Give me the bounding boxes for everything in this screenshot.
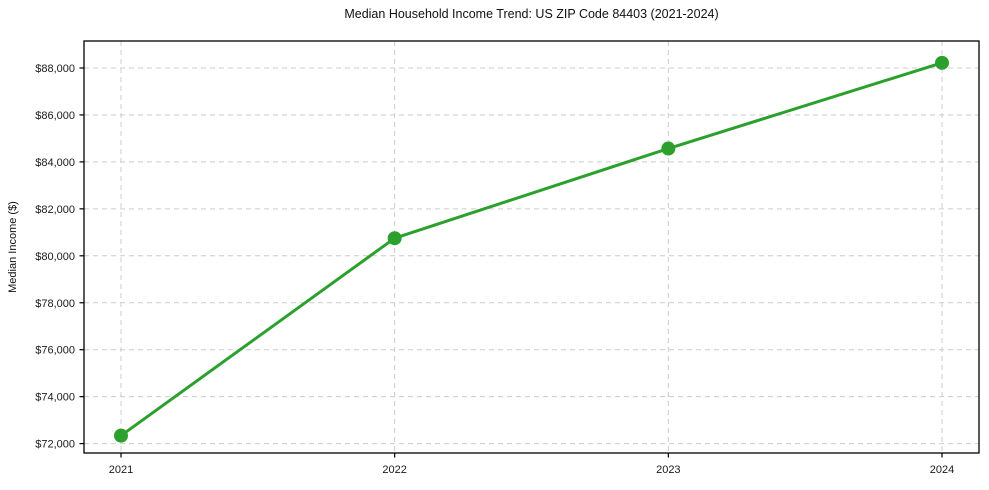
axes-box — [83, 40, 980, 454]
trend-line — [119, 61, 944, 438]
y-tick-label: $74,000 — [35, 392, 75, 404]
x-tick-label: 2023 — [656, 464, 680, 476]
data-point-marker — [114, 428, 128, 443]
data-point-marker — [661, 141, 676, 156]
y-tick-label: $72,000 — [35, 439, 75, 451]
y-tick-label: $88,000 — [35, 63, 75, 75]
chart-title: Median Household Income Trend: US ZIP Co… — [344, 7, 719, 21]
x-tick-label: 2021 — [109, 464, 133, 476]
y-tick-label: $80,000 — [35, 251, 75, 263]
x-tick-label: 2024 — [930, 464, 954, 476]
y-tick-label: $84,000 — [35, 157, 75, 169]
y-tick-label: $86,000 — [35, 110, 75, 122]
data-point-marker — [387, 231, 402, 246]
data-point-marker — [935, 55, 949, 70]
y-tick-label: $82,000 — [35, 204, 75, 216]
x-tick-label: 2022 — [382, 464, 406, 476]
y-tick-label: $78,000 — [35, 298, 75, 310]
y-tick-label: $76,000 — [35, 345, 75, 357]
